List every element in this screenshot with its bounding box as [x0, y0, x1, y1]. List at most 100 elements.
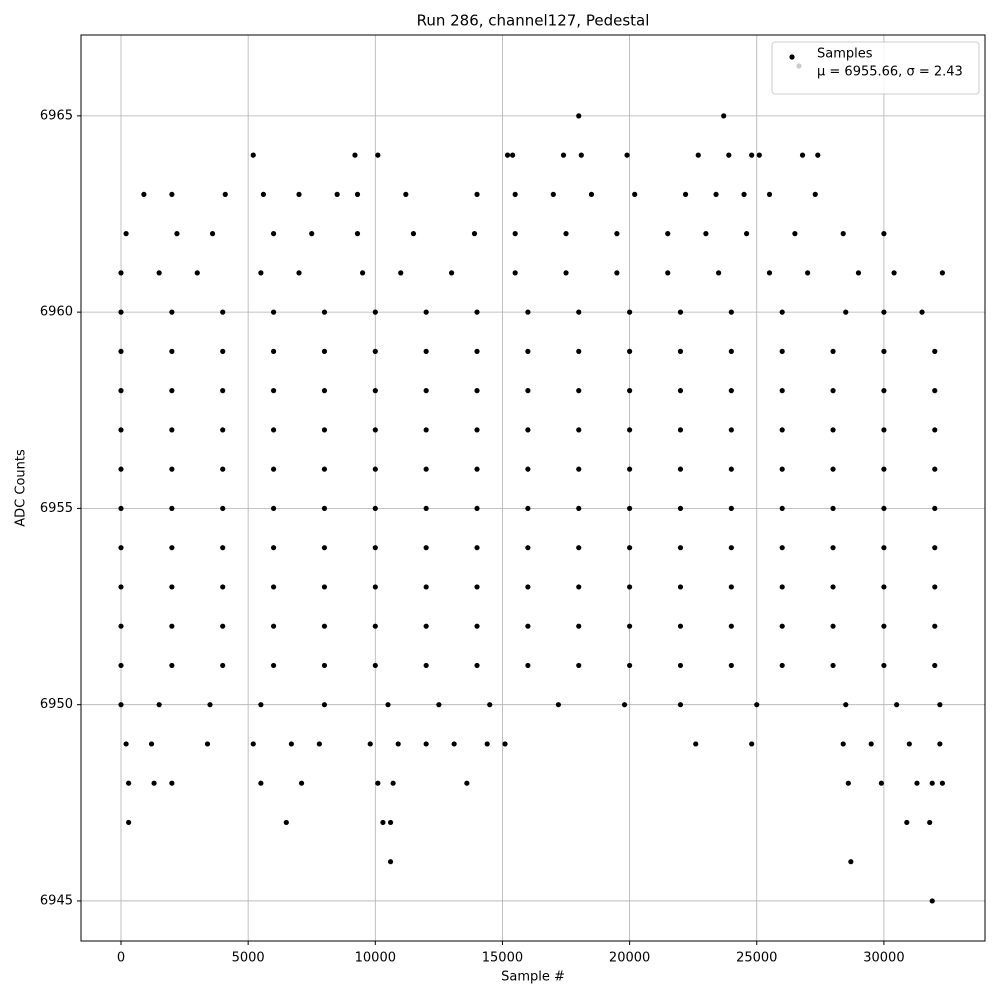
point [118, 388, 124, 394]
point [766, 270, 773, 276]
point [169, 662, 175, 669]
point [677, 309, 684, 315]
point [576, 348, 582, 354]
point [840, 231, 846, 237]
point [220, 505, 226, 512]
point [207, 702, 213, 708]
point [932, 505, 938, 512]
point [474, 309, 480, 315]
point [932, 623, 938, 629]
point [474, 191, 480, 197]
point [118, 427, 124, 433]
point [728, 623, 734, 629]
point [487, 702, 493, 708]
point [270, 505, 277, 512]
point [677, 662, 684, 669]
x-tick-label: 30000 [863, 951, 904, 966]
point [627, 662, 633, 669]
point [881, 466, 887, 472]
point [474, 427, 480, 433]
point [258, 270, 264, 276]
point [812, 191, 818, 197]
point [169, 623, 175, 629]
point [222, 191, 228, 197]
point [296, 270, 302, 276]
point [270, 545, 277, 551]
point [906, 741, 912, 747]
point [939, 780, 946, 786]
point [525, 545, 531, 551]
point [525, 427, 531, 433]
point [627, 623, 633, 629]
point [868, 741, 874, 747]
point [576, 545, 582, 551]
point [423, 741, 429, 747]
point [169, 348, 175, 354]
legend-marker [796, 63, 802, 69]
point [677, 623, 684, 629]
point [118, 584, 124, 590]
point [220, 584, 226, 590]
point [423, 623, 429, 629]
legend-box [771, 41, 980, 95]
point [270, 388, 277, 394]
point [627, 388, 633, 394]
point [375, 780, 381, 786]
y-tick-label: 6950 [40, 697, 73, 712]
point [270, 466, 277, 472]
point [220, 427, 226, 433]
point [316, 741, 322, 747]
point [283, 819, 289, 826]
point [423, 348, 429, 354]
point [118, 309, 124, 315]
x-tick-label: 10000 [355, 951, 396, 966]
point [726, 152, 732, 158]
point [914, 780, 920, 786]
point [220, 623, 226, 629]
point [576, 113, 582, 119]
point [220, 662, 226, 669]
point [779, 623, 785, 629]
point [779, 466, 785, 472]
point [728, 388, 734, 394]
point [728, 584, 734, 590]
point [627, 505, 633, 512]
point [118, 545, 124, 551]
point [881, 231, 887, 237]
point [576, 388, 582, 394]
point [375, 152, 381, 158]
point [372, 466, 378, 472]
point [321, 702, 328, 708]
point [321, 505, 328, 512]
point [123, 231, 129, 237]
y-tick-label: 6955 [40, 501, 73, 516]
point [474, 623, 480, 629]
point [309, 231, 315, 237]
point [334, 191, 340, 197]
point [296, 191, 302, 197]
point [474, 388, 480, 394]
point [525, 309, 531, 315]
point [627, 545, 633, 551]
point [387, 859, 394, 865]
point [937, 741, 943, 747]
point [578, 152, 584, 158]
point [576, 623, 582, 629]
point [260, 191, 267, 197]
point [372, 388, 378, 394]
point [904, 819, 910, 826]
point [174, 231, 180, 237]
point [749, 741, 755, 747]
point [677, 505, 684, 512]
point [919, 309, 925, 315]
point [932, 348, 938, 354]
point [220, 388, 226, 394]
point [779, 662, 785, 669]
point [270, 348, 277, 354]
point [352, 152, 358, 158]
point [588, 191, 595, 197]
point [932, 388, 938, 394]
x-tick-label: 20000 [609, 951, 650, 966]
point [677, 466, 684, 472]
point [423, 388, 429, 394]
